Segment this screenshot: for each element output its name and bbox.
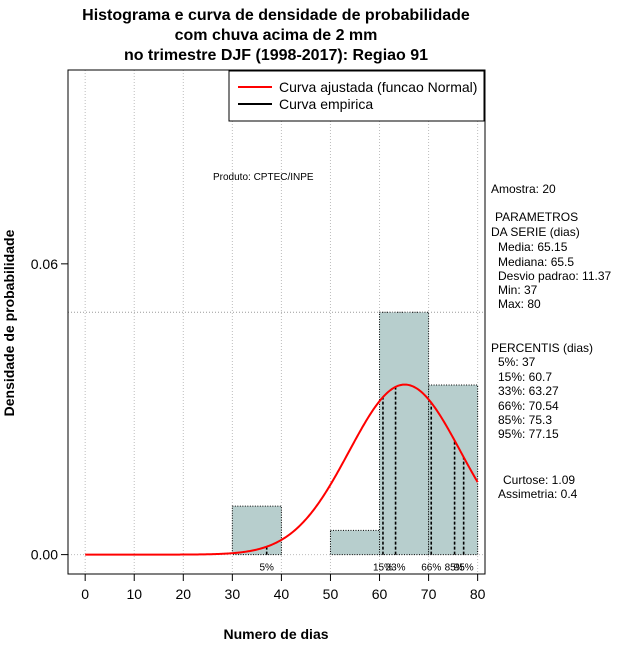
histogram-bar-2 [329,529,381,556]
plot-frame [67,69,486,575]
stat-std-dev: Desvio padrao: 11.37 [498,269,612,283]
legend-label-normal: Curva ajustada (funcao Normal) [279,79,477,95]
histogram-bars [231,311,479,556]
stat-median: Mediana: 65.5 [498,255,574,269]
stat-skewness: Assimetria: 0.4 [498,487,578,501]
chart-title-line-3: no trimestre DJF (1998-2017): Regiao 91 [124,47,428,64]
y-tick-label-0: 0.00 [31,547,58,563]
stat-max: Max: 80 [498,297,541,311]
legend-label-empirical: Curva empirica [279,96,373,112]
percentile-lines: 5% 15%33% 66% 85%95% [259,386,474,574]
x-tick-label-2: 20 [175,586,191,602]
histogram-bar-0 [231,505,282,556]
x-tick-label-1: 10 [126,586,142,602]
product-annotation: Produto: CPTEC/INPE [213,172,314,183]
percentile-label-1: 15% [373,563,393,574]
stat-percentiles-header: PERCENTIS (dias) [491,341,593,355]
x-tick-label-6: 60 [372,586,388,602]
percentile-label-5: 95% [454,563,474,574]
x-tick-label-4: 40 [274,586,290,602]
percentile-label-2: 33% [386,563,406,574]
x-tick-label-0: 0 [81,586,89,602]
histogram-bar-3 [379,311,430,556]
stat-params-header-1: PARAMETROS [495,210,578,224]
normal-curve [85,383,479,556]
stat-p15: 15%: 60.7 [498,370,552,384]
curves [85,383,479,556]
stats-panel: Amostra: 20 PARAMETROS DA SERIE (dias) M… [491,182,612,501]
y-tick-label-1: 0.06 [31,256,58,272]
legend: Curva ajustada (funcao Normal) Curva emp… [228,70,485,122]
stat-min: Min: 37 [498,283,538,297]
percentile-label-3: 66% [421,563,441,574]
stat-p5: 5%: 37 [498,355,536,369]
y-axis-title: Densidade de probabilidade [1,229,17,416]
x-tick-label-5: 50 [323,586,339,602]
percentile-label-0: 5% [259,563,274,574]
legend-box [228,70,485,122]
percentile-label-4: 85% [445,563,465,574]
stat-p33: 33%: 63.27 [498,384,559,398]
stat-p85: 85%: 75.3 [498,413,552,427]
stat-params-header-2: DA SERIE (dias) [491,225,580,239]
stat-mean: Media: 65.15 [498,240,568,254]
x-tick-label-8: 80 [470,586,486,602]
chart-title-line-1: Histograma e curva de densidade de proba… [82,7,470,24]
x-tick-label-3: 30 [225,586,241,602]
chart-title-line-2: com chuva acima de 2 mm [175,27,378,44]
stat-sample-size: Amostra: 20 [491,182,556,196]
stat-p95: 95%: 77.15 [498,427,559,441]
stat-kurtosis: Curtose: 1.09 [503,473,575,487]
x-axis-title: Numero de dias [223,626,328,642]
stat-p66: 66%: 70.54 [498,399,559,413]
x-tick-label-7: 70 [421,586,437,602]
